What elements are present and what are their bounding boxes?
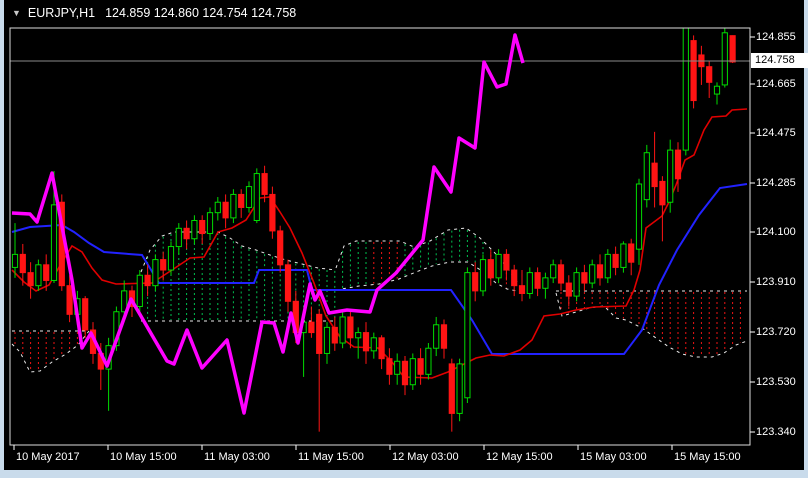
time-axis-label: 10 May 2017 — [16, 451, 80, 463]
cloud-1-senkou-b — [11, 330, 90, 373]
time-axis-label: 15 May 03:00 — [580, 451, 647, 463]
time-axis-label: 12 May 03:00 — [392, 451, 459, 463]
chart-canvas[interactable] — [4, 0, 808, 478]
time-axis-label: 15 May 15:00 — [674, 451, 741, 463]
time-axis-label: 11 May 15:00 — [298, 451, 364, 463]
candles — [11, 28, 736, 432]
time-axis-label: 11 May 03:00 — [204, 451, 270, 463]
price-axis-label: 124.855 — [756, 31, 796, 43]
price-axis-label: 124.665 — [756, 78, 796, 90]
price-axis-label: 124.285 — [756, 177, 796, 189]
price-axis-label: 123.340 — [756, 426, 796, 438]
symbol-timeframe-label: EURJPY,H1 — [27, 6, 96, 20]
time-axis-label: 12 May 15:00 — [486, 451, 553, 463]
cloud-4-hatch — [560, 292, 741, 356]
price-axis-label: 123.910 — [756, 276, 796, 288]
cloud-1-hatch — [14, 332, 86, 371]
chart-menu-triangle-icon[interactable]: ▼ — [12, 8, 21, 18]
kijun-sen-line — [11, 183, 748, 355]
price-axis-label: 123.720 — [756, 326, 796, 338]
ohlc-quote-label: 124.859 124.860 124.754 124.758 — [105, 6, 297, 20]
cloud-2-senkou-a — [140, 231, 337, 273]
current-price-box: 124.758 — [751, 53, 808, 68]
chart-panel: ▼ EURJPY,H1 124.859 124.860 124.754 124.… — [4, 0, 808, 470]
chart-title-bar: ▼ EURJPY,H1 124.859 124.860 124.754 124.… — [10, 4, 296, 22]
plot-area[interactable] — [10, 22, 750, 432]
zigzag-line — [11, 33, 525, 415]
time-axis-label: 10 May 15:00 — [110, 451, 177, 463]
price-axis-label: 123.530 — [756, 376, 796, 388]
price-axis-label: 124.475 — [756, 127, 796, 139]
plot-border — [9, 27, 751, 446]
price-axis-label: 124.100 — [756, 226, 796, 238]
cloud-4-senkou-b — [555, 292, 748, 358]
